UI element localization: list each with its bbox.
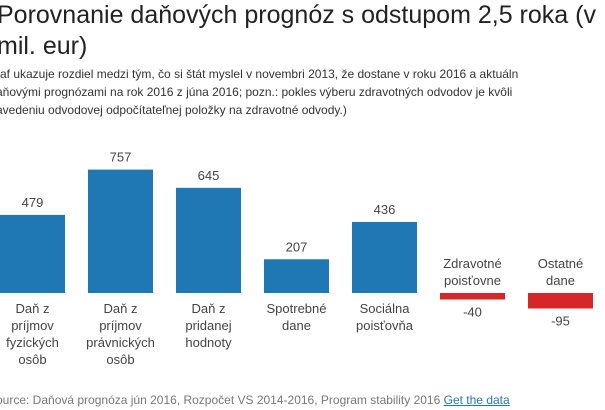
description-line: raf ukazuje rozdiel medzi tým, čo si štá… (0, 67, 519, 81)
description-line: avedeniu odvodovej odpočítateľnej položk… (0, 103, 347, 117)
category-label: pridanej (185, 318, 231, 333)
category-label: osôb (18, 352, 46, 367)
category-label: príjmov (11, 318, 54, 333)
source-note: ource: Daňová prognóza jún 2016, Rozpoče… (0, 393, 510, 407)
category-label: Daň z (192, 301, 226, 316)
data-label: -95 (551, 313, 570, 328)
data-label: 436 (374, 202, 396, 217)
category-label: hodnoty (185, 335, 232, 350)
category-label: Daň z (16, 301, 50, 316)
category-label: príjmov (99, 318, 142, 333)
data-label: 479 (22, 195, 44, 210)
get-the-data-link[interactable]: Get the data (443, 393, 510, 407)
category-label: dane (546, 273, 575, 288)
category-label: Sociálna (360, 301, 411, 316)
category-label: osôb (106, 352, 134, 367)
bar (264, 259, 329, 293)
bar (528, 293, 593, 309)
source-text: ource: Daňová prognóza jún 2016, Rozpoče… (0, 393, 441, 407)
category-label: právnických (86, 335, 155, 350)
bar-chart: 479 Daň z príjmov fyzických osôb 757 Daň z príj… (0, 150, 593, 367)
data-label: 757 (110, 150, 132, 165)
category-label: dane (282, 318, 311, 333)
category-label: Zdravotné (443, 256, 502, 271)
category-label: Daň z (104, 301, 138, 316)
data-label: 207 (286, 239, 308, 254)
category-label: fyzických (6, 335, 59, 350)
description-line: aňovými prognózami na rok 2016 z júna 20… (0, 85, 513, 99)
category-label: poisťovňa (356, 318, 414, 333)
bar (352, 221, 417, 293)
bar (176, 187, 241, 293)
category-label: poisťovne (444, 273, 501, 288)
data-label: -40 (463, 305, 482, 320)
category-label: Spotrebné (267, 301, 327, 316)
bar (0, 214, 65, 293)
data-label: 645 (198, 168, 220, 183)
chart-title: Porovnanie daňových prognóz s odstupom 2… (0, 1, 596, 60)
bar (440, 293, 505, 300)
chart-description: raf ukazuje rozdiel medzi tým, čo si štá… (0, 65, 605, 119)
category-label: Ostatné (538, 256, 584, 271)
bar (88, 169, 153, 293)
